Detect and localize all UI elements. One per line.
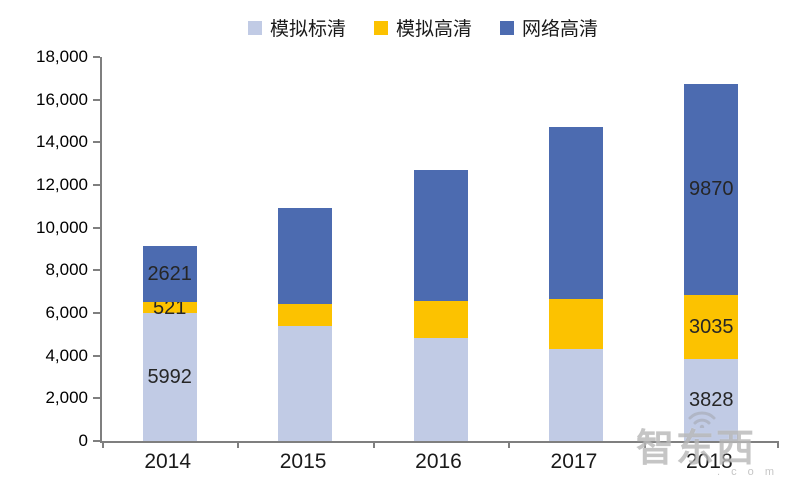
legend-item-analog-hd: 模拟高清 xyxy=(373,14,472,41)
bar-segment-2018-0 xyxy=(684,359,739,441)
x-axis-category-label: 2014 xyxy=(144,450,192,473)
x-axis-category-label: 2018 xyxy=(685,450,733,473)
bar-segment-2017-2 xyxy=(548,127,603,300)
bar-segment-2016-0 xyxy=(413,337,468,441)
chart-legend: 模拟标清 模拟高清 网络高清 xyxy=(46,14,800,41)
legend-swatch-analog-hd xyxy=(373,20,388,35)
y-axis-tick xyxy=(93,312,100,314)
y-axis-tick xyxy=(93,56,100,58)
bar-segment-2017-1 xyxy=(548,299,603,350)
bar-segment-2018-2 xyxy=(684,84,739,295)
y-axis-tick-label: 14,000 xyxy=(36,132,88,152)
y-axis-tick xyxy=(93,397,100,400)
y-axis-tick-label: 8,000 xyxy=(45,260,88,280)
legend-swatch-network-hd xyxy=(500,20,514,35)
y-axis-tick xyxy=(93,354,100,357)
bar-value-label: 3035 xyxy=(689,315,734,338)
y-axis-tick xyxy=(93,226,100,229)
x-axis-category-label: 2015 xyxy=(279,450,327,473)
bar-value-label: 3828 xyxy=(689,389,734,412)
bar-segment-2015-0 xyxy=(278,325,333,441)
legend-swatch-analog-sd xyxy=(247,20,262,35)
x-axis-labels: 2014 2015 2016 2017 2018 xyxy=(100,450,777,480)
legend-item-analog-sd: 模拟标清 xyxy=(247,14,346,41)
y-axis-tick-label: 10,000 xyxy=(36,217,88,237)
bar-segment-2018-1 xyxy=(684,294,739,360)
legend-label: 模拟高清 xyxy=(395,19,472,40)
x-axis-tick xyxy=(643,441,646,448)
y-axis-tick xyxy=(93,141,100,144)
y-axis-tick xyxy=(93,184,100,186)
x-axis-category-label: 2017 xyxy=(550,450,598,473)
legend-label: 模拟标清 xyxy=(269,19,346,40)
y-axis-tick-label: 12,000 xyxy=(36,175,88,194)
y-axis-tick-label: 6,000 xyxy=(45,303,88,322)
bar-segment-2015-1 xyxy=(278,304,333,326)
y-axis-labels: 0 2,000 4,000 6,000 8,000 10,000 12,000 14,000 1… xyxy=(0,47,88,450)
y-axis-tick xyxy=(93,269,100,272)
bar-value-label: 521 xyxy=(153,296,187,319)
y-axis-tick xyxy=(93,98,100,101)
y-axis-tick-label: 18,000 xyxy=(36,47,88,66)
x-axis-tick xyxy=(508,441,511,448)
bar-segment-2015-2 xyxy=(278,208,333,305)
bar-value-label: 2621 xyxy=(147,263,192,286)
y-axis-tick xyxy=(93,440,100,442)
plot-area: 5992 521 2621 3828 3035 9870 xyxy=(93,56,779,448)
bar-segment-2016-1 xyxy=(413,301,468,338)
x-axis-category-label: 2016 xyxy=(415,450,462,473)
bar-value-label: 5992 xyxy=(147,366,192,389)
y-axis-tick-label: 16,000 xyxy=(36,89,88,109)
y-axis-tick-label: 4,000 xyxy=(45,345,88,365)
x-axis-tick xyxy=(777,441,779,448)
bar-value-label: 9870 xyxy=(689,178,734,201)
bar-segment-2014-1 xyxy=(142,302,197,314)
x-axis-tick xyxy=(372,441,375,448)
y-axis-tick-label: 2,000 xyxy=(45,388,88,408)
bar-segment-2014-2 xyxy=(142,246,197,303)
bar-segment-2014-0 xyxy=(142,313,197,441)
bar-segment-2017-0 xyxy=(548,349,603,441)
x-axis-tick xyxy=(102,441,104,448)
legend-item-network-hd: 网络高清 xyxy=(500,14,598,41)
legend-label: 网络高清 xyxy=(522,19,599,40)
bar-segment-2016-2 xyxy=(413,170,468,302)
y-axis-tick-label: 0 xyxy=(78,431,88,450)
x-axis-tick xyxy=(237,441,240,448)
